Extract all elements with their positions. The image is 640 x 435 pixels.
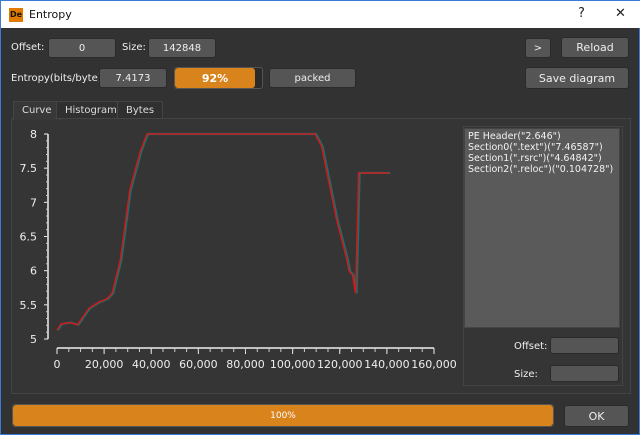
tab-curve[interactable]: Curve [13,101,61,120]
x-tick-label: 100,000 [270,358,316,371]
y-tick-label: 7.5 [20,162,38,175]
x-tick-label: 0 [54,358,61,371]
title-bar: De Entropy ? ✕ [1,0,640,28]
tab-histogram[interactable]: Histogram [56,101,126,119]
entropy-value: 7.4173 [99,68,167,88]
status-field: packed [269,68,356,88]
list-item[interactable]: Section0(".text")("7.46587") [468,142,603,153]
save-diagram-button[interactable]: Save diagram [525,67,629,89]
reload-button[interactable]: Reload [561,37,629,58]
side-offset-label: Offset: [514,341,548,352]
progress-fill: 100% [13,405,553,426]
entropy-curve [56,133,390,331]
x-tick-label: 20,000 [85,358,124,371]
entropy-percent-bar: 92% [174,67,263,89]
side-size-label: Size: [514,369,538,380]
window-title: Entropy [29,8,72,21]
y-tick-label: 5 [30,333,37,346]
size-field[interactable]: 142848 [148,38,216,58]
close-button[interactable]: ✕ [615,6,626,21]
y-tick-label: 6.5 [20,231,38,244]
tab-bytes[interactable]: Bytes [117,101,164,119]
progress-bar: 100% [12,404,554,427]
sections-panel [463,126,623,386]
entropy-curve-chart: 5 5.5 6 6.5 7 7.5 8 0 20,000 40,000 60,000 80,000 10… [20,128,457,371]
x-tick-label: 140,000 [364,358,410,371]
x-tick-label: 40,000 [132,358,171,371]
app-logo-icon: De [9,8,23,22]
help-button[interactable]: ? [578,6,585,21]
sections-list[interactable]: PE Header("2.646") Section0(".text")("7.… [464,128,620,328]
x-tick-label: 120,000 [317,358,363,371]
size-label: Size: [122,42,146,53]
side-size-field[interactable] [550,365,619,382]
y-tick-label: 7 [30,196,37,209]
entropy-percent-fill: 92% [175,68,256,88]
y-tick-label: 5.5 [20,299,38,312]
entropy-label: Entropy(bits/byte): [11,73,105,84]
y-tick-label: 6 [30,265,37,278]
side-offset-field[interactable] [550,337,619,354]
curve-shadow [57,132,391,331]
x-tick-label: 160,000 [411,358,457,371]
list-item[interactable]: PE Header("2.646") [468,131,561,142]
offset-field[interactable]: 0 [48,38,116,58]
ok-button[interactable]: OK [564,405,629,427]
y-tick-label: 8 [30,128,37,141]
offset-label: Offset: [11,42,45,53]
x-tick-label: 80,000 [226,358,265,371]
list-item[interactable]: Section2(".reloc")("0.104728") [468,164,614,175]
x-tick-label: 60,000 [179,358,218,371]
next-button[interactable]: > [525,38,551,58]
list-item[interactable]: Section1(".rsrc")("4.64842") [468,153,602,164]
